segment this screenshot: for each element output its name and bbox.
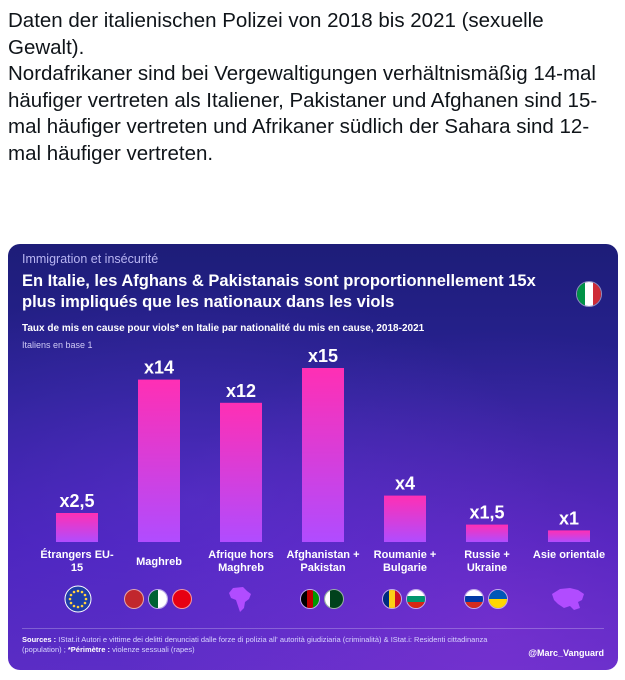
data-label: x14 — [144, 358, 174, 378]
card-title: En Italie, les Afghans & Pakistanais son… — [22, 272, 536, 311]
data-label: x1 — [559, 508, 579, 528]
category-label: Étrangers EU-15 — [40, 549, 114, 574]
category-label: Asie orientale — [532, 549, 606, 561]
africa-map-icon — [198, 584, 282, 614]
afghanistan-pakistan-flags-icon — [280, 584, 364, 614]
category-label: Russie + Ukraine — [464, 549, 510, 574]
bar — [466, 524, 508, 542]
card-base-note: Italiens en base 1 — [22, 340, 93, 350]
data-label: x4 — [395, 474, 415, 494]
tweet-paragraph-2: Nordafrikaner sind bei Vergewaltigungen … — [8, 62, 598, 165]
sources-note: Sources : IStat.it Autori e vittime dei … — [22, 635, 502, 655]
category-label: Afrique hors Maghreb — [208, 549, 274, 574]
category-label: Afghanistan + Pakistan — [286, 549, 360, 574]
data-label: x2,5 — [59, 491, 94, 511]
bar — [220, 402, 262, 542]
morocco-algeria-tunisia-flags-icon — [116, 584, 200, 614]
perimeter-text: violenze sessuali (rapes) — [109, 645, 195, 654]
category-label: Maghreb — [136, 556, 182, 568]
bar — [548, 530, 590, 542]
infographic-image[interactable]: Immigration et insécurité En Italie, les… — [8, 244, 618, 670]
author-handle: @Marc_Vanguard — [528, 648, 604, 658]
tweet-text: Daten der italienischen Polizei von 2018… — [8, 8, 618, 167]
tweet-paragraph-1: Daten der italienischen Polizei von 2018… — [8, 9, 544, 59]
bar — [138, 379, 180, 542]
romania-bulgaria-flags-icon — [362, 584, 446, 614]
bar — [302, 368, 344, 542]
category-label: Roumanie + Bulgarie — [373, 549, 437, 574]
bar-chart: x2,5 x14 x12 x15 x4 x1,5 x1 — [56, 346, 590, 542]
data-label: x12 — [226, 381, 256, 401]
bar — [56, 513, 98, 542]
perimeter-label: *Périmètre : — [67, 645, 110, 654]
sources-text: IStat.it Autori e vittime dei delitti de… — [22, 635, 488, 654]
bar — [384, 495, 426, 542]
eu-flag-icon — [36, 584, 120, 614]
russia-ukraine-flags-icon — [444, 584, 528, 614]
sources-label: Sources : — [22, 635, 57, 644]
italy-flag-icon — [576, 281, 602, 307]
card-subtitle: Taux de mis en cause pour viols* en Ital… — [22, 323, 425, 334]
data-label: x15 — [308, 346, 338, 366]
data-label: x1,5 — [469, 503, 504, 523]
east-asia-map-icon — [526, 584, 610, 614]
divider — [22, 628, 604, 629]
card-section-label: Immigration et insécurité — [22, 252, 159, 266]
